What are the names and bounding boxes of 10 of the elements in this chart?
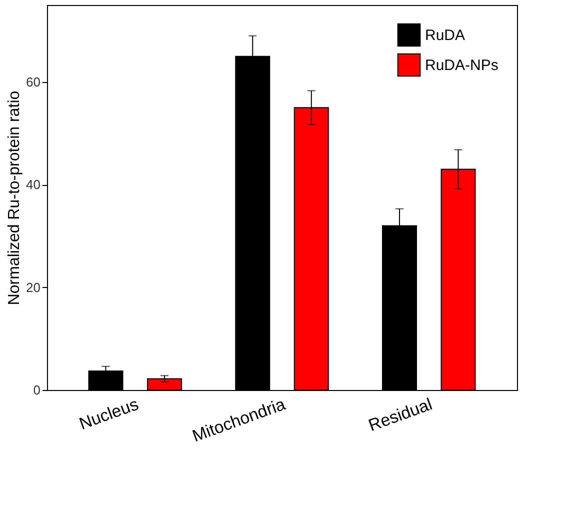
y-tick-label: 60: [26, 74, 40, 90]
bar: [147, 378, 182, 390]
legend-label: RuDA: [425, 27, 466, 44]
y-tick-label: 0: [33, 382, 40, 398]
y-tick-label: 20: [26, 280, 40, 295]
y-tick-label: 40: [26, 177, 40, 192]
y-axis-title: Normalized Ru-to-protein ratio: [6, 90, 24, 306]
bar: [88, 370, 124, 390]
x-tick-label: Nucleus: [76, 394, 141, 434]
legend-label: RuDA-NPs: [425, 57, 498, 74]
